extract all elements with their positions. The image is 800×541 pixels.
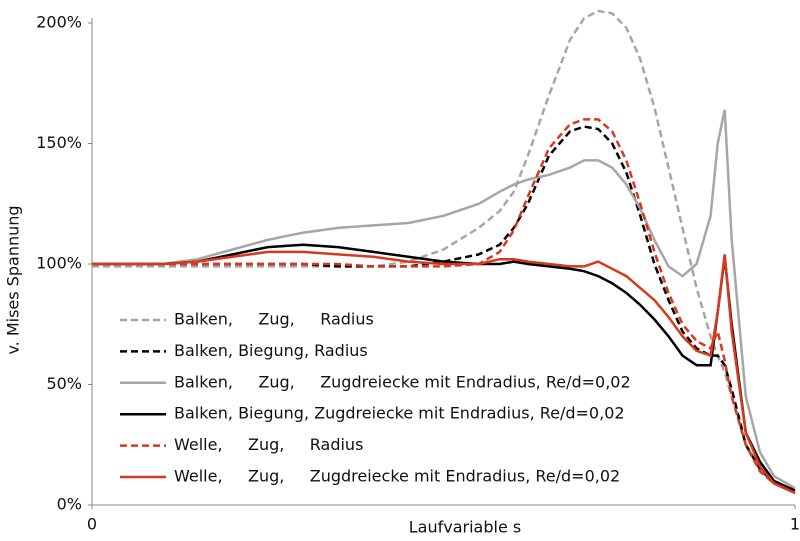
- y-tick-label: 0%: [57, 495, 82, 514]
- x-tick-label: 1: [790, 515, 800, 534]
- series-line: [92, 118, 796, 495]
- legend-label: Balken, Zug, Radius: [174, 310, 374, 329]
- y-tick-label: 50%: [46, 374, 82, 393]
- series-line: [92, 250, 796, 495]
- x-axis-label: Laufvariable s: [409, 518, 521, 537]
- legend-label: Welle, Zug, Radius: [174, 435, 363, 454]
- legend-label: Balken, Biegung, Radius: [174, 341, 368, 360]
- x-tick-label: 0: [87, 515, 97, 534]
- series-line: [92, 109, 796, 490]
- y-axis-label: v. Mises Spannung: [4, 205, 23, 354]
- series-line: [92, 9, 796, 492]
- y-tick-label: 150%: [36, 133, 82, 152]
- legend-label: Welle, Zug, Zugdreiecke mit Endradius, R…: [174, 467, 620, 486]
- legend-label: Balken, Zug, Zugdreiecke mit Endradius, …: [174, 372, 631, 391]
- legend-label: Balken, Biegung, Zugdreiecke mit Endradi…: [174, 404, 625, 423]
- y-tick-label: 200%: [36, 13, 82, 32]
- y-tick-label: 100%: [36, 254, 82, 273]
